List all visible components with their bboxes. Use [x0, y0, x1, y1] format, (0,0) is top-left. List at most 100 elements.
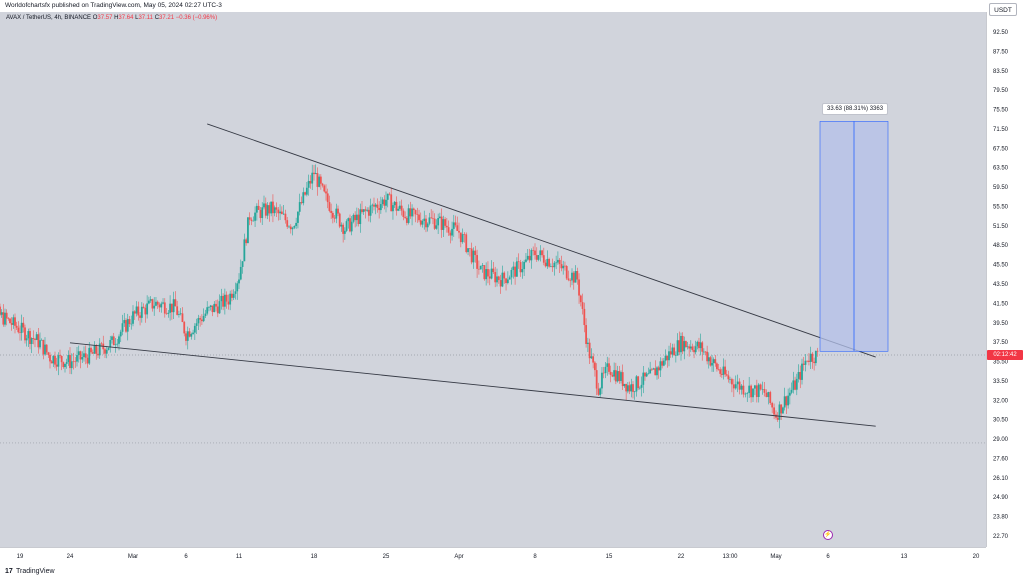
candle: [319, 174, 322, 190]
candle: [780, 404, 783, 420]
candle-body: [519, 262, 522, 273]
candle: [208, 306, 210, 312]
candle: [172, 291, 175, 319]
price-tick-label: 48.50: [993, 243, 1009, 249]
candle-body: [176, 306, 179, 315]
candle-body: [801, 363, 803, 380]
lightning-icon[interactable]: ⚡: [823, 530, 833, 540]
candle: [272, 194, 274, 223]
candle-body: [142, 306, 145, 308]
time-axis[interactable]: 19 24 Mar 6 11 18 25 Apr 8 15 22 13:00 May 6 13 20: [0, 547, 986, 563]
candle: [611, 372, 614, 378]
candle: [542, 247, 545, 266]
low-label: L: [135, 15, 139, 21]
candle: [331, 211, 334, 224]
price-tick-label: 75.50: [993, 108, 1009, 114]
candle: [411, 204, 413, 226]
candle: [397, 206, 400, 212]
candle-body: [118, 336, 120, 344]
candle: [699, 333, 702, 356]
candle: [163, 298, 166, 318]
candle-body: [501, 272, 504, 287]
candle: [567, 270, 570, 282]
candle-body: [373, 204, 375, 207]
price-tick-label: 30.50: [993, 418, 1009, 424]
candle: [350, 216, 353, 236]
candle-body: [656, 367, 658, 376]
candle-body: [681, 335, 684, 352]
candle-body: [133, 311, 136, 314]
candle: [29, 327, 31, 350]
candle: [472, 247, 475, 269]
candle-body: [107, 347, 110, 350]
candle-body: [361, 209, 363, 212]
candle-body: [201, 319, 203, 322]
price-chart[interactable]: [0, 12, 986, 547]
candle-body: [261, 207, 264, 219]
candle-body: [399, 205, 401, 209]
candle: [447, 220, 450, 236]
candle: [614, 362, 617, 385]
candle-body: [599, 388, 602, 395]
price-tick-label: 51.50: [993, 224, 1009, 230]
candle: [608, 357, 610, 375]
candle: [727, 370, 730, 383]
candle-body: [698, 341, 700, 349]
candle: [717, 363, 720, 371]
candle: [537, 254, 540, 262]
candle: [521, 261, 524, 279]
candle-body: [458, 230, 460, 233]
candle-body: [423, 218, 426, 221]
candle: [458, 222, 460, 239]
candle-body: [678, 340, 681, 353]
candle-body: [701, 342, 704, 352]
chart-area[interactable]: AVAX / TetherUS, 4h, BINANCE O37.57 H37.…: [0, 12, 986, 547]
candle-body: [809, 353, 812, 362]
candle: [158, 302, 161, 313]
candle-body: [37, 334, 40, 348]
candle: [268, 202, 271, 222]
candle: [91, 349, 94, 354]
candle-body: [438, 216, 441, 219]
price-axis[interactable]: 92.50 87.50 83.50 79.50 75.50 71.50 67.50 63.50…: [986, 12, 1024, 547]
candle-body: [409, 208, 412, 217]
candle-body: [347, 218, 350, 222]
candle: [385, 191, 387, 213]
candle-body: [724, 366, 726, 375]
candle: [523, 259, 526, 277]
candle: [813, 357, 816, 371]
currency-button[interactable]: USDT: [989, 3, 1017, 16]
candle: [20, 314, 23, 341]
candle-body: [223, 294, 226, 307]
candle-body: [485, 269, 488, 280]
candle: [676, 333, 679, 356]
candle: [264, 197, 267, 219]
candle-body: [393, 201, 396, 206]
candle: [225, 291, 228, 309]
candle: [74, 357, 77, 368]
candle-body: [405, 217, 408, 223]
candle-body: [638, 387, 641, 389]
candle-body: [795, 378, 798, 390]
candle: [293, 225, 296, 230]
candle: [84, 345, 87, 365]
time-tick-label: 6: [826, 554, 830, 560]
candle: [374, 202, 377, 215]
candle-body: [304, 192, 306, 195]
candle: [702, 348, 705, 355]
candle: [647, 367, 650, 375]
candle-body: [2, 312, 5, 325]
candle-body: [499, 280, 502, 287]
candle: [15, 321, 18, 331]
candle-body: [0, 312, 3, 315]
candle: [52, 355, 55, 367]
candle-body: [57, 355, 60, 367]
candle-body: [752, 388, 754, 398]
candle: [418, 209, 420, 223]
candle-body: [623, 383, 626, 387]
candle: [659, 357, 662, 377]
candle-body: [386, 193, 389, 200]
candle: [179, 308, 182, 316]
candle-body: [479, 265, 482, 270]
candle: [10, 317, 13, 331]
